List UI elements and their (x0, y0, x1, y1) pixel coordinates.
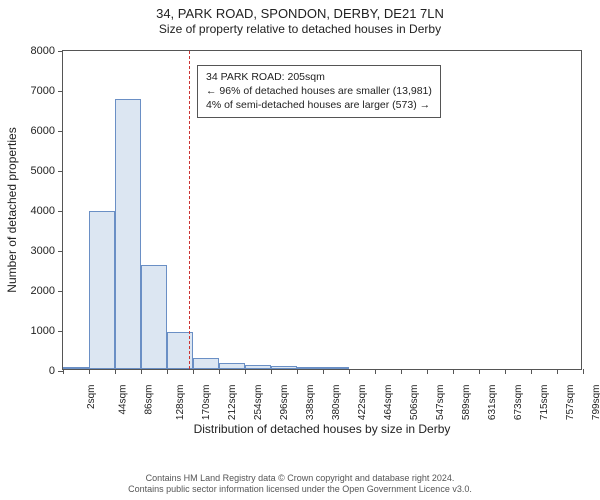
xtick-mark (557, 369, 558, 374)
ytick-mark (58, 171, 63, 172)
xtick-label: 547sqm (435, 385, 446, 421)
xtick-label: 757sqm (565, 385, 576, 421)
xtick-mark (531, 369, 532, 374)
xtick-label: 715sqm (539, 385, 550, 421)
xtick-label: 254sqm (253, 385, 264, 421)
histogram-bar (115, 99, 141, 369)
xtick-mark (271, 369, 272, 374)
ytick-label: 6000 (31, 125, 55, 137)
xtick-label: 86sqm (144, 385, 155, 415)
xtick-label: 296sqm (279, 385, 290, 421)
ytick-mark (58, 211, 63, 212)
reference-line (189, 51, 190, 369)
ytick-label: 7000 (31, 85, 55, 97)
ytick-label: 0 (49, 365, 55, 377)
histogram-bar (219, 363, 245, 369)
ytick-mark (58, 91, 63, 92)
histogram-bar (323, 367, 349, 369)
x-axis-title: Distribution of detached houses by size … (62, 422, 582, 436)
xtick-label: 380sqm (331, 385, 342, 421)
xtick-label: 422sqm (357, 385, 368, 421)
ytick-label: 3000 (31, 245, 55, 257)
histogram-bar (245, 365, 271, 369)
xtick-mark (89, 369, 90, 374)
ytick-mark (58, 131, 63, 132)
xtick-mark (63, 369, 64, 374)
xtick-label: 338sqm (305, 385, 316, 421)
xtick-mark (141, 369, 142, 374)
histogram-bar (271, 366, 297, 369)
annotation-line: 34 PARK ROAD: 205sqm (206, 70, 432, 84)
xtick-mark (505, 369, 506, 374)
ytick-label: 1000 (31, 325, 55, 337)
histogram-bar (193, 358, 219, 369)
xtick-mark (323, 369, 324, 374)
xtick-label: 2sqm (86, 385, 97, 409)
chart-footer: Contains HM Land Registry data © Crown c… (0, 473, 600, 496)
ytick-mark (58, 51, 63, 52)
xtick-label: 44sqm (118, 385, 129, 415)
xtick-mark (583, 369, 584, 374)
footer-line1: Contains HM Land Registry data © Crown c… (0, 473, 600, 485)
ytick-mark (58, 331, 63, 332)
xtick-label: 673sqm (513, 385, 524, 421)
xtick-mark (297, 369, 298, 374)
footer-line2: Contains public sector information licen… (0, 484, 600, 496)
chart-title-line1: 34, PARK ROAD, SPONDON, DERBY, DE21 7LN (0, 6, 600, 22)
histogram-bar (297, 367, 323, 369)
ytick-label: 2000 (31, 285, 55, 297)
annotation-line: 4% of semi-detached houses are larger (5… (206, 98, 432, 112)
xtick-mark (219, 369, 220, 374)
xtick-mark (245, 369, 246, 374)
xtick-label: 464sqm (383, 385, 394, 421)
xtick-mark (193, 369, 194, 374)
y-axis-title: Number of detached properties (5, 50, 19, 370)
xtick-mark (115, 369, 116, 374)
histogram-bar (141, 265, 167, 369)
xtick-mark (427, 369, 428, 374)
xtick-label: 212sqm (227, 385, 238, 421)
plot-area: 0100020003000400050006000700080002sqm44s… (62, 50, 582, 370)
xtick-mark (167, 369, 168, 374)
xtick-label: 506sqm (409, 385, 420, 421)
xtick-mark (453, 369, 454, 374)
ytick-mark (58, 291, 63, 292)
chart-title-line2: Size of property relative to detached ho… (0, 22, 600, 37)
ytick-label: 4000 (31, 205, 55, 217)
ytick-label: 8000 (31, 45, 55, 57)
xtick-mark (349, 369, 350, 374)
ytick-mark (58, 251, 63, 252)
histogram-bar (89, 211, 115, 369)
xtick-mark (479, 369, 480, 374)
xtick-label: 170sqm (201, 385, 212, 421)
xtick-mark (401, 369, 402, 374)
annotation-box: 34 PARK ROAD: 205sqm← 96% of detached ho… (197, 65, 441, 118)
ytick-label: 5000 (31, 165, 55, 177)
xtick-label: 799sqm (591, 385, 600, 421)
histogram-bar (63, 367, 89, 369)
xtick-label: 631sqm (487, 385, 498, 421)
xtick-label: 128sqm (175, 385, 186, 421)
chart-container: 0 1000 2000 3000 4000 5000 6000 7000 8000 2sqm 44s… (0, 42, 600, 442)
xtick-mark (375, 369, 376, 374)
xtick-label: 589sqm (461, 385, 472, 421)
annotation-line: ← 96% of detached houses are smaller (13… (206, 84, 432, 98)
chart-title-block: 34, PARK ROAD, SPONDON, DERBY, DE21 7LN … (0, 0, 600, 37)
